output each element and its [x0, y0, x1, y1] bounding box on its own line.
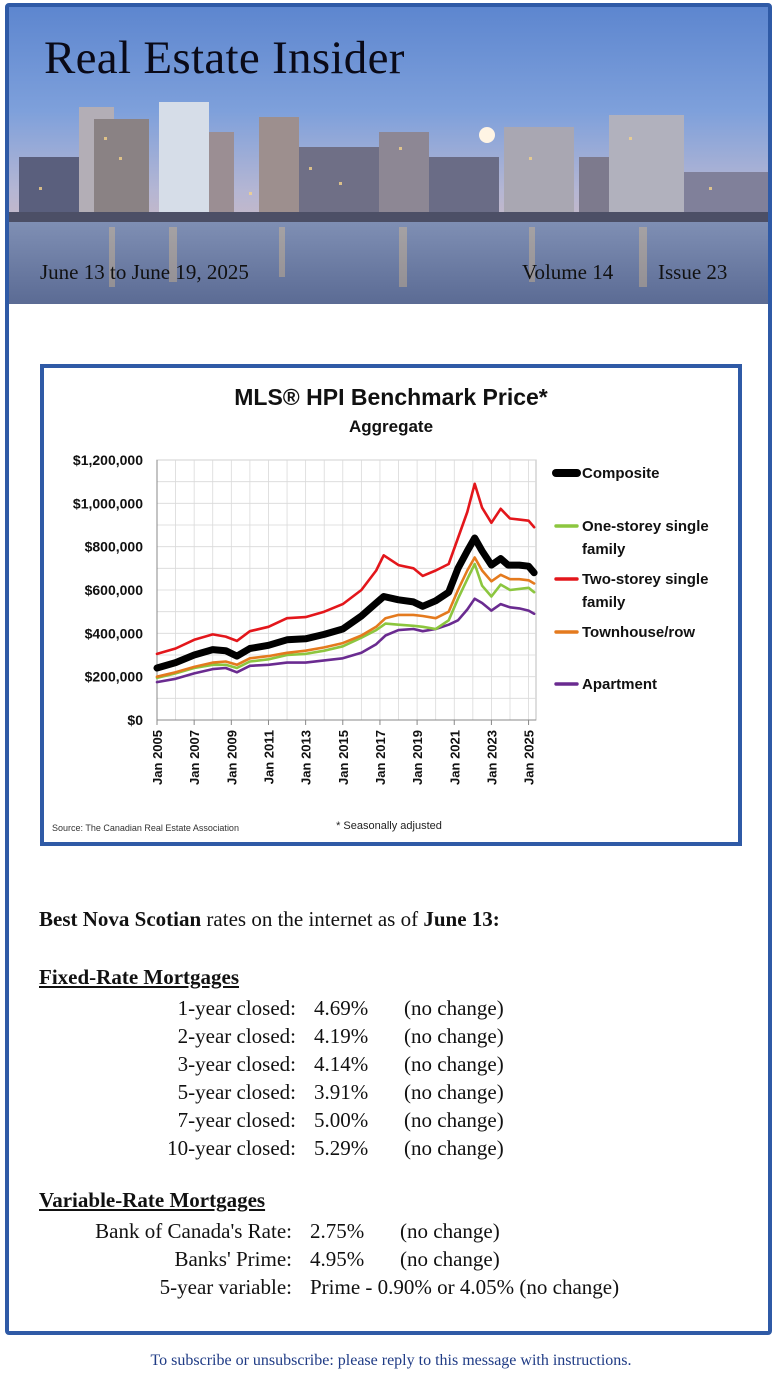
x-tick-label: Jan 2017: [373, 730, 388, 785]
x-tick-label: Jan 2009: [224, 730, 239, 785]
chart-title: MLS® HPI Benchmark Price*: [234, 384, 548, 410]
rate-change: (no change): [404, 1024, 504, 1048]
fixed-rate-heading: Fixed-Rate Mortgages: [39, 965, 240, 989]
x-tick-label: Jan 2005: [150, 730, 165, 785]
legend-label: Townhouse/row: [582, 624, 695, 641]
x-tick-label: Jan 2015: [336, 730, 351, 785]
y-tick-label: $1,200,000: [73, 452, 143, 468]
rate-label: 2-year closed:: [177, 1024, 296, 1048]
legend-label: Composite: [582, 465, 660, 482]
newsletter-frame: Real Estate Insider June 13 to June 19, …: [5, 3, 772, 1335]
hpi-chart-svg: MLS® HPI Benchmark Price* Aggregate $1,2…: [52, 384, 709, 833]
rate-value: Prime - 0.90% or 4.05% (no change): [310, 1275, 620, 1299]
chart-subtitle: Aggregate: [349, 417, 433, 436]
rate-change: (no change): [404, 1080, 504, 1104]
x-tick-label: Jan 2019: [410, 730, 425, 785]
rate-label: Bank of Canada's Rate:: [95, 1219, 292, 1243]
subscribe-footer: To subscribe or unsubscribe: please repl…: [150, 1352, 632, 1369]
rate-change: (no change): [404, 1052, 504, 1076]
x-tick-label: Jan 2011: [261, 730, 276, 784]
rates-headline: Best Nova Scotian rates on the internet …: [39, 907, 500, 932]
newsletter-title: Real Estate Insider: [44, 32, 405, 84]
chart-note: * Seasonally adjusted: [336, 820, 442, 832]
headline-region: Best Nova Scotian: [39, 907, 202, 931]
rate-value: 5.00%: [314, 1108, 369, 1132]
rate-value: 4.19%: [314, 1024, 369, 1048]
legend-label: Apartment: [582, 676, 657, 693]
y-tick-label: $800,000: [85, 539, 144, 555]
rate-value: 4.14%: [314, 1052, 369, 1076]
headline-text: rates on the internet as of: [201, 907, 424, 931]
rate-label: 7-year closed:: [177, 1108, 296, 1132]
series-line-townhouse-row: [155, 556, 536, 678]
x-tick-label: Jan 2013: [299, 730, 314, 785]
headline-date: June 13:: [423, 907, 500, 931]
volume-number: Volume 14: [522, 260, 614, 284]
rate-label: 3-year closed:: [177, 1052, 296, 1076]
y-tick-label: $600,000: [85, 582, 144, 598]
variable-rate-heading: Variable-Rate Mortgages: [39, 1188, 266, 1212]
rate-label: 10-year closed:: [167, 1136, 296, 1160]
header-banner: Real Estate Insider June 13 to June 19, …: [9, 7, 768, 304]
rate-value: 2.75%: [310, 1219, 365, 1243]
rate-change: (no change): [404, 996, 504, 1020]
y-tick-label: $0: [127, 712, 143, 728]
series-line-two-storey-single-family: [155, 482, 536, 656]
rate-value: 4.69%: [314, 996, 369, 1020]
skyline-image: [9, 7, 768, 304]
x-tick-label: Jan 2007: [187, 730, 202, 785]
y-tick-label: $400,000: [85, 625, 144, 641]
series-line-composite: [153, 534, 538, 672]
hpi-chart: MLS® HPI Benchmark Price* Aggregate $1,2…: [40, 364, 742, 846]
x-tick-label: Jan 2025: [522, 730, 537, 785]
legend-label: One-storey single family: [582, 518, 709, 558]
rate-change: (no change): [400, 1247, 500, 1271]
y-tick-label: $1,000,000: [73, 495, 143, 511]
rate-label: 5-year variable:: [159, 1275, 292, 1299]
rate-change: (no change): [404, 1108, 504, 1132]
y-tick-label: $200,000: [85, 669, 144, 685]
rate-label: Banks' Prime:: [174, 1247, 292, 1271]
issue-number: Issue 23: [658, 260, 728, 284]
rate-change: (no change): [400, 1219, 500, 1243]
rate-value: 5.29%: [314, 1136, 369, 1160]
series-line-one-storey-single-family: [155, 562, 536, 680]
chart-source: Source: The Canadian Real Estate Associa…: [52, 823, 239, 833]
rate-label: 1-year closed:: [177, 996, 296, 1020]
x-tick-label: Jan 2021: [447, 730, 462, 785]
rate-value: 4.95%: [310, 1247, 365, 1271]
rate-value: 3.91%: [314, 1080, 369, 1104]
date-range: June 13 to June 19, 2025: [40, 260, 249, 284]
rate-change: (no change): [404, 1136, 504, 1160]
legend-label: Two-storey single family: [582, 571, 708, 611]
rate-label: 5-year closed:: [177, 1080, 296, 1104]
series-line-apartment: [155, 597, 536, 684]
x-tick-label: Jan 2023: [484, 730, 499, 785]
